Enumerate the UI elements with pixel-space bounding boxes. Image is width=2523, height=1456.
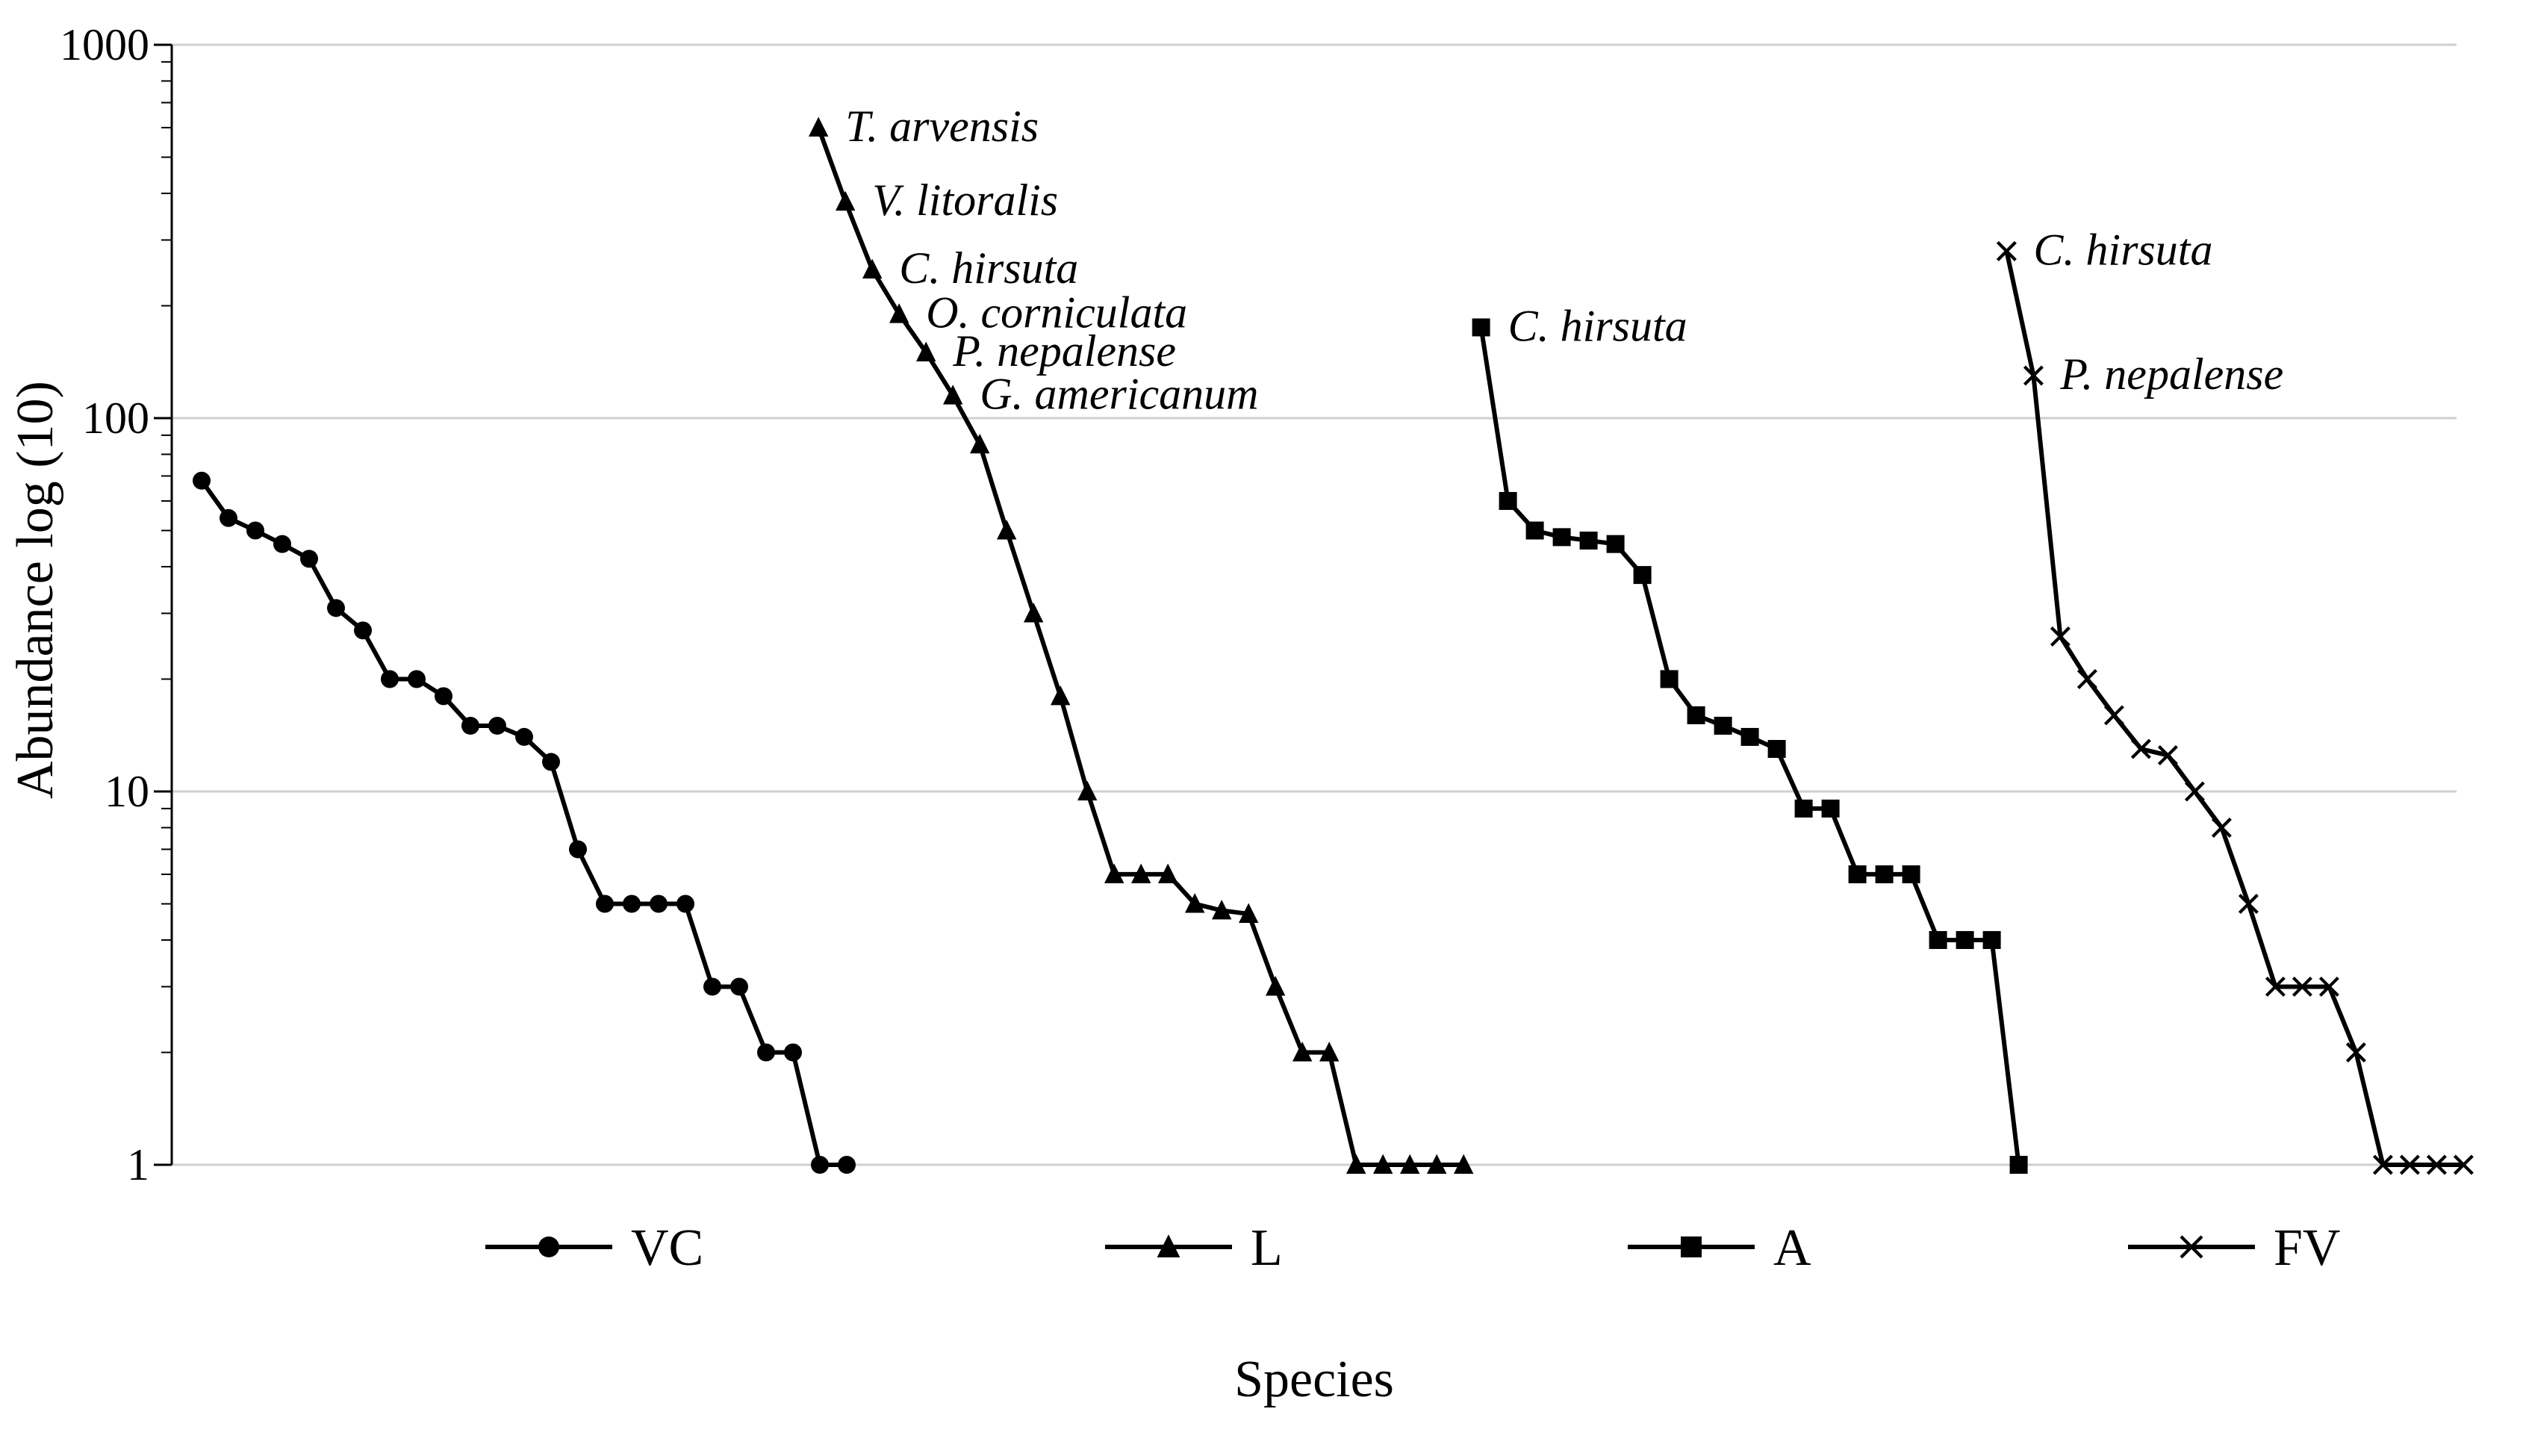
species-annotation: C. hirsuta (1508, 301, 1687, 350)
legend-label: FV (2274, 1219, 2340, 1277)
legend-label: L (1251, 1219, 1283, 1277)
x-axis-label: Species (1234, 1351, 1394, 1408)
rank-abundance-chart: 1 10 100 1000 Abundance log (10) T. arvensis V… (0, 0, 2523, 1456)
y-axis-label: Abundance log (10) (7, 381, 64, 799)
species-annotation: C. hirsuta (899, 243, 1078, 293)
legend-label: VC (631, 1219, 703, 1277)
species-annotation: G. americanum (980, 370, 1258, 419)
legend-label: A (1773, 1219, 1811, 1277)
species-annotation: T. arvensis (845, 102, 1039, 151)
species-annotation: V. litoralis (872, 175, 1058, 225)
y-tick-label: 10 (105, 767, 149, 816)
species-annotation: P. nepalense (2059, 349, 2283, 399)
species-annotation: C. hirsuta (2033, 225, 2212, 274)
y-tick-label: 1 (127, 1140, 149, 1189)
chart-container: 1 10 100 1000 Abundance log (10) T. arvensis V… (0, 0, 2523, 1456)
y-tick-label: 100 (82, 393, 149, 443)
y-tick-label: 1000 (60, 20, 149, 69)
species-annotation: P. nepalense (952, 326, 1176, 376)
